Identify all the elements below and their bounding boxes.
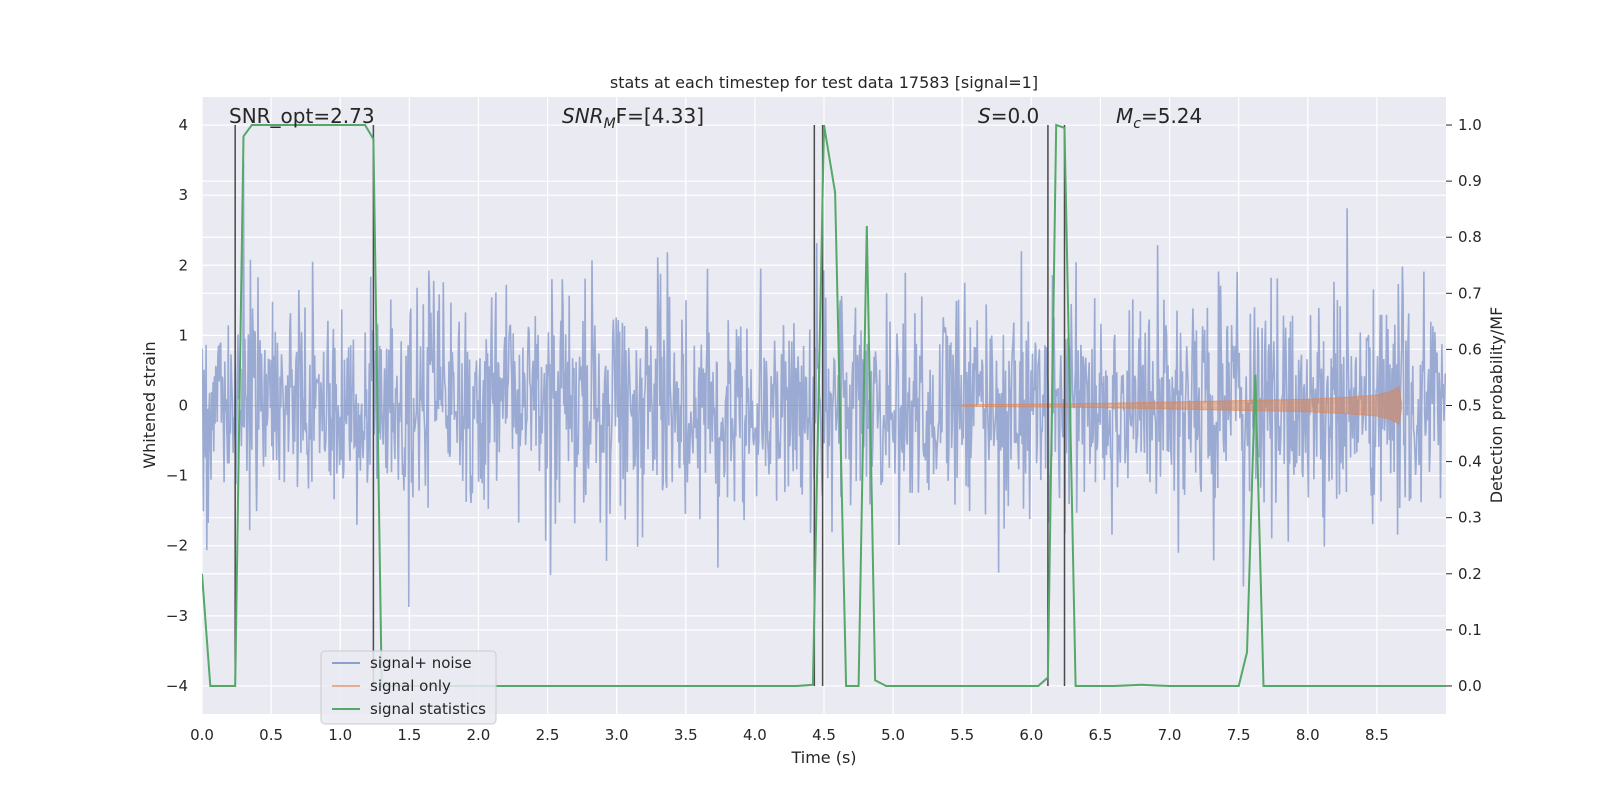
annotation-snr-mf-rest: F=[4.33] [616, 104, 704, 128]
y-right-tick-label: 0.3 [1458, 509, 1482, 527]
chart-title: stats at each timestep for test data 175… [610, 73, 1038, 92]
y-left-tick-label: 3 [178, 186, 188, 204]
y-right-tick-label: 0.1 [1458, 621, 1482, 639]
x-tick-label: 4.5 [812, 726, 836, 744]
annotation-s: S=0.0 [978, 104, 1039, 128]
series-signal-noise-line [202, 161, 1446, 608]
annotation-mc-rest: =5.24 [1141, 104, 1202, 128]
series-signal-only-envelope [961, 385, 1403, 426]
legend-label-signal-only: signal only [370, 677, 451, 695]
x-tick-label: 7.5 [1227, 726, 1251, 744]
y-left-tick-label: −1 [166, 467, 188, 485]
chart-annotations: SNR_opt=2.73 SNRMF=[4.33] S=0.0 Mc=5.24 [229, 104, 1202, 132]
y-right-tick-label: 0.8 [1458, 228, 1482, 246]
x-tick-label: 1.5 [397, 726, 421, 744]
y-right-tick-label: 0.2 [1458, 565, 1482, 583]
y-axis-right-label: Detection probability/MF [1487, 307, 1506, 504]
x-tick-label: 3.0 [605, 726, 629, 744]
y-right-tick-label: 0.4 [1458, 453, 1482, 471]
x-tick-label: 7.0 [1158, 726, 1182, 744]
annotation-snr-mf: SNRMF=[4.33] [562, 104, 704, 132]
x-tick-label: 0.0 [190, 726, 214, 744]
y-axis-left-label: Whitened strain [140, 341, 159, 468]
x-tick-label: 4.0 [743, 726, 767, 744]
y-left-tick-label: −4 [166, 677, 188, 695]
legend-label-signal-statistics: signal statistics [370, 700, 486, 718]
annotation-mc-sub: c [1133, 116, 1141, 132]
y-left-tick-label: 4 [178, 116, 188, 134]
annotation-s-rest: =0.0 [991, 104, 1040, 128]
annotation-snr-opt: SNR_opt=2.73 [229, 104, 375, 128]
x-axis-label: Time (s) [790, 748, 856, 767]
x-tick-label: 1.0 [328, 726, 352, 744]
y-left-tick-label: 0 [178, 397, 188, 415]
legend-box [320, 650, 497, 725]
y-left-tick-label: −2 [166, 537, 188, 555]
y-left-tick-label: 1 [178, 326, 188, 344]
annotation-snr-mf-name: SNR [562, 104, 604, 128]
y-right-tick-label: 0.6 [1458, 340, 1482, 358]
annotation-s-name: S [978, 104, 991, 128]
x-tick-label: 0.5 [259, 726, 283, 744]
annotation-mc: Mc=5.24 [1116, 104, 1202, 132]
x-tick-label: 6.0 [1019, 726, 1043, 744]
y-left-tick-label: −3 [166, 607, 188, 625]
x-tick-label: 5.0 [881, 726, 905, 744]
x-tick-label: 2.0 [467, 726, 491, 744]
annotation-mc-name: M [1116, 104, 1133, 128]
y-right-tick-label: 0.0 [1458, 677, 1482, 695]
y-left-tick-label: 2 [178, 256, 188, 274]
x-tick-label: 5.5 [950, 726, 974, 744]
chart-marks [202, 123, 1446, 687]
annotation-snr-mf-sub: M [604, 116, 616, 132]
y-right-tick-label: 0.5 [1458, 397, 1482, 415]
y-right-tick-label: 0.7 [1458, 284, 1482, 302]
y-right-tick-label: 1.0 [1458, 116, 1482, 134]
x-tick-label: 8.0 [1296, 726, 1320, 744]
legend-label-signal-noise: signal+ noise [370, 654, 472, 672]
series-signal-statistics-line [202, 123, 1446, 687]
axes: 0.0 0.5 1.0 1.5 2.0 2.5 3.0 3.5 4.0 4.5 5.0 5.5 6.0 6… [166, 116, 1482, 744]
x-tick-label: 3.5 [674, 726, 698, 744]
y-right-tick-label: 0.9 [1458, 172, 1482, 190]
legend: signal+ noise signal only signal statist… [320, 650, 497, 725]
x-tick-label: 2.5 [536, 726, 560, 744]
x-tick-label: 8.5 [1365, 726, 1389, 744]
x-tick-label: 6.5 [1089, 726, 1113, 744]
